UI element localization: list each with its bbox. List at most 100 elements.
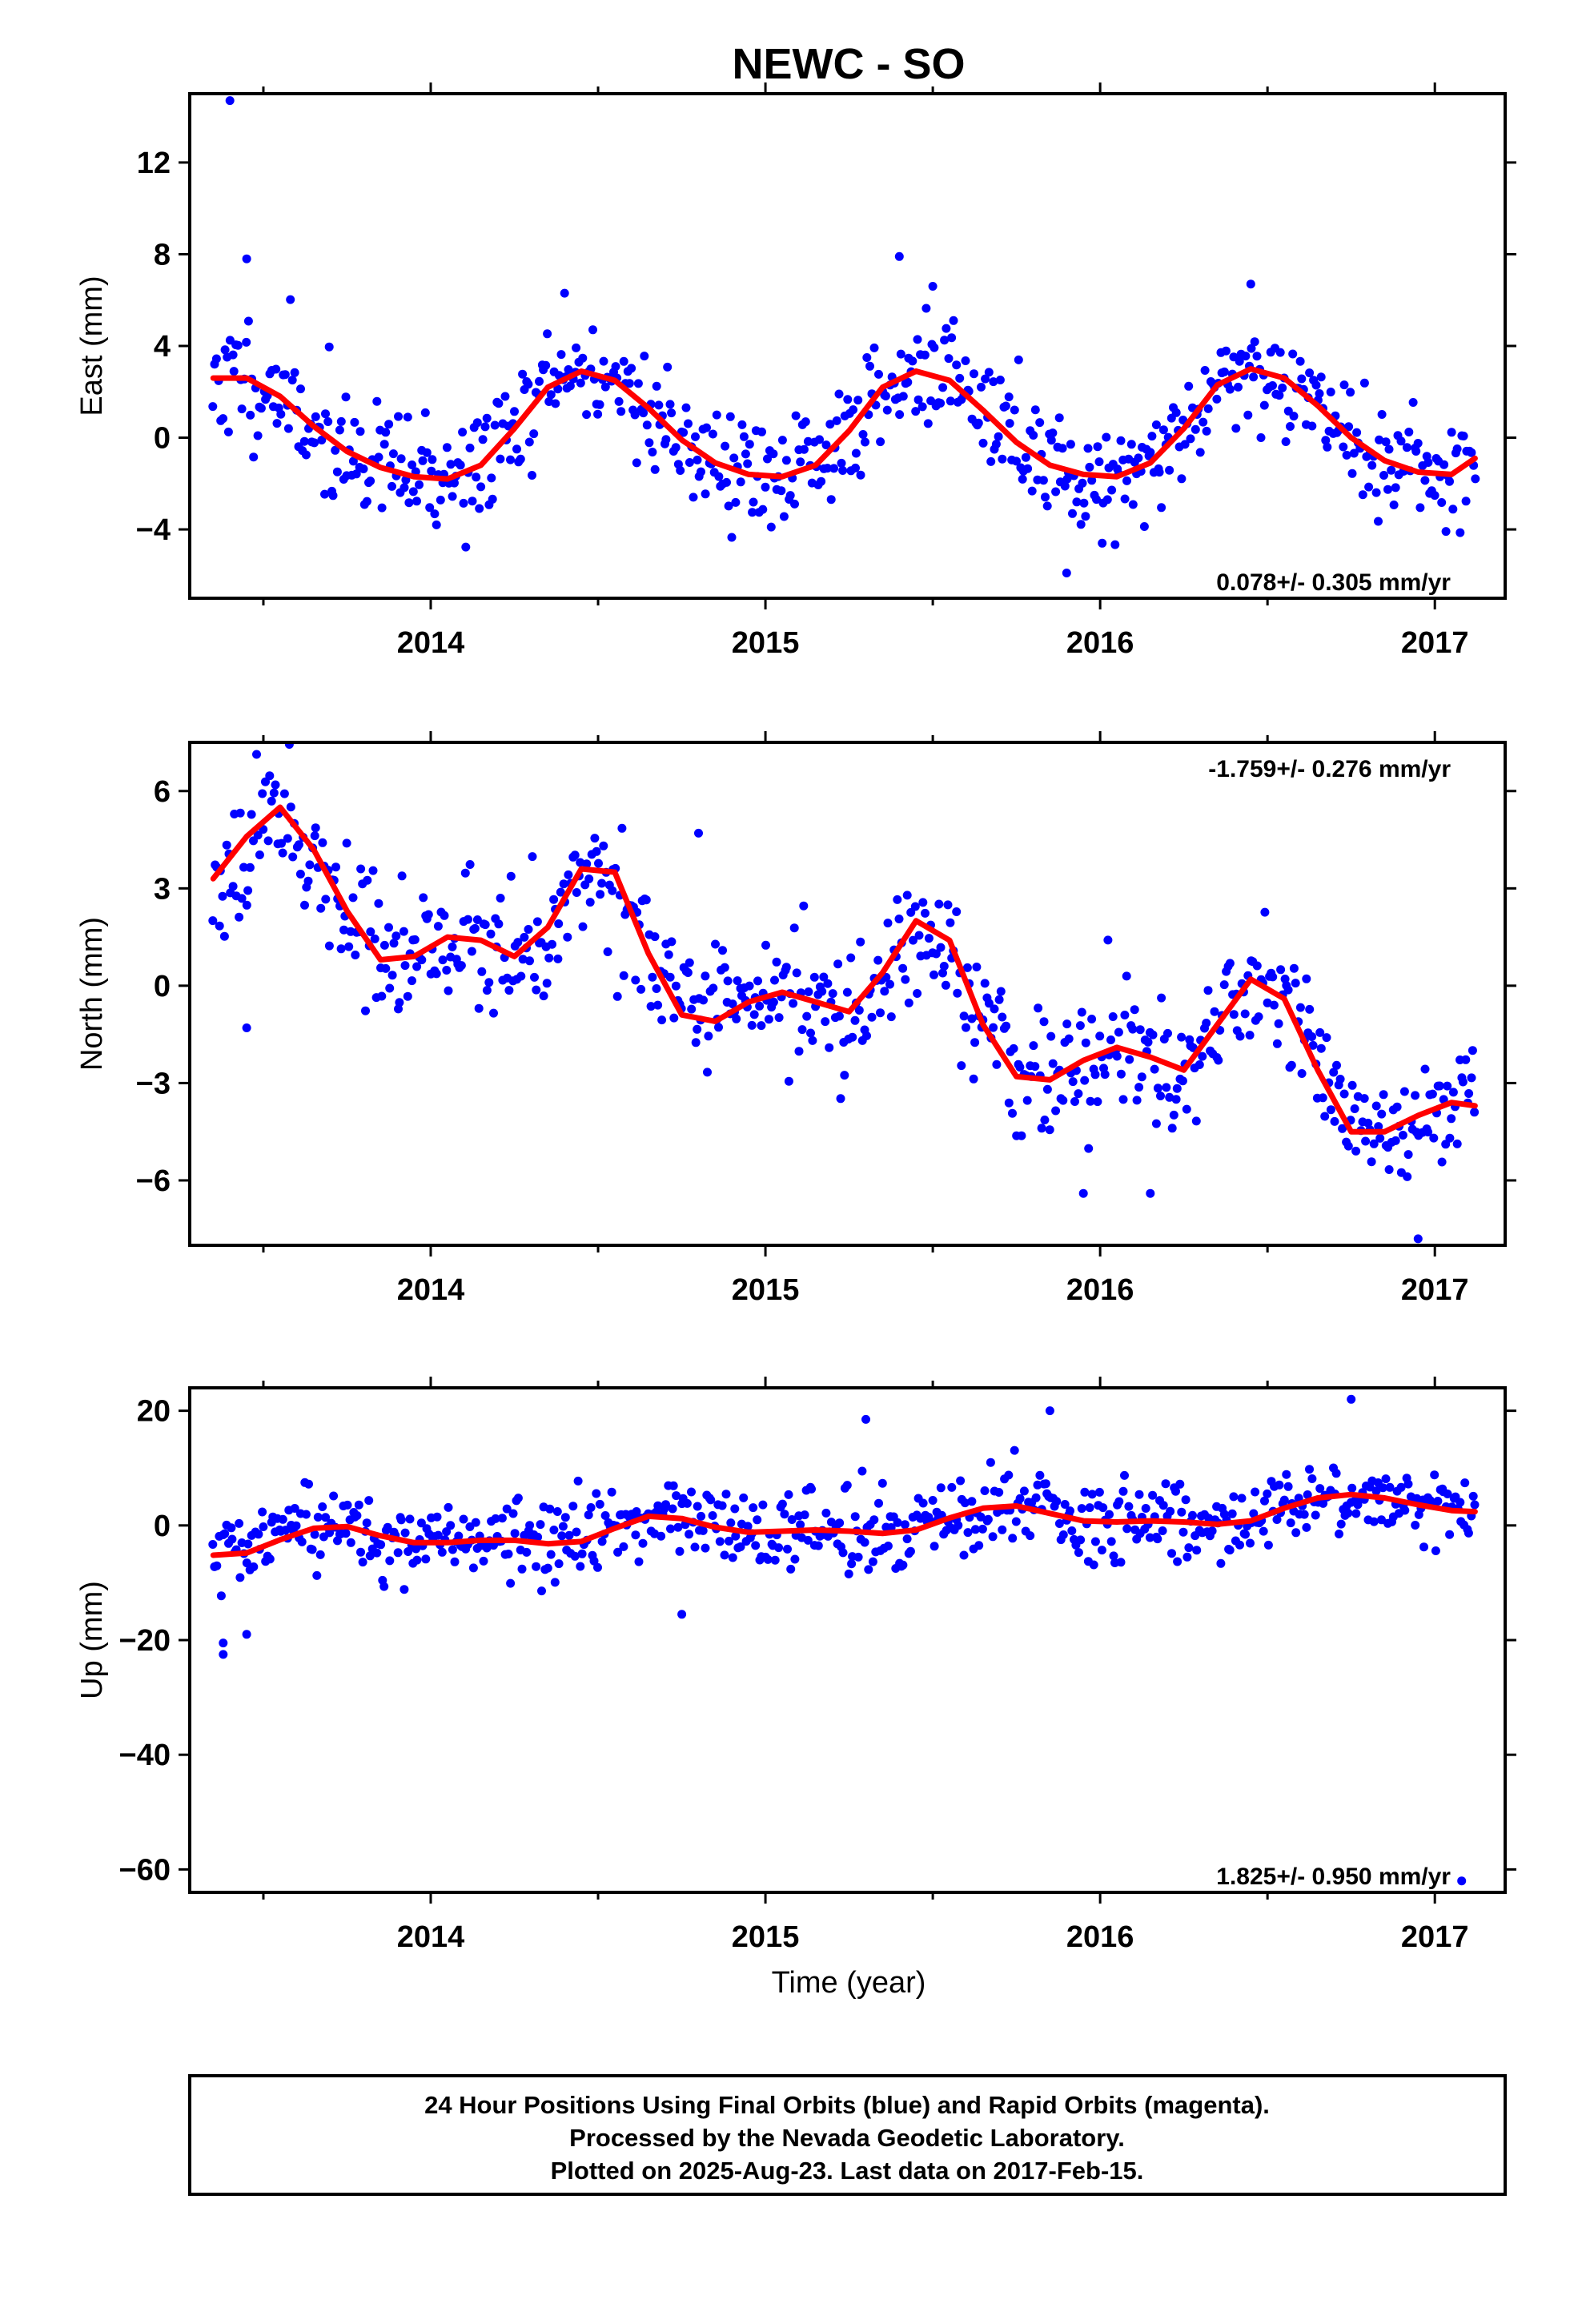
north-data-point [1202, 1019, 1211, 1027]
up-data-point [396, 1515, 406, 1525]
up-data-point [1336, 1519, 1346, 1529]
up-data-point [448, 1545, 457, 1554]
north-data-point [1235, 1031, 1245, 1041]
east-data-point [425, 503, 435, 513]
north-data-point [549, 895, 559, 904]
east-data-point [565, 381, 575, 391]
up-data-point [212, 1561, 222, 1570]
up-data-point [697, 1511, 706, 1521]
east-y-tick-label: −4 [136, 513, 171, 547]
up-data-point [842, 1481, 852, 1490]
north-data-point [1219, 980, 1229, 990]
north-data-point [1081, 1038, 1090, 1047]
east-data-point [998, 454, 1007, 464]
north-data-point [1165, 1092, 1174, 1102]
east-data-point [225, 96, 235, 106]
north-data-point [1347, 1080, 1357, 1090]
up-data-point [412, 1544, 421, 1554]
north-data-point [1411, 1091, 1420, 1100]
east-data-point [487, 473, 496, 483]
north-data-point [1029, 1041, 1038, 1051]
east-data-point [1447, 428, 1456, 437]
east-data-point [921, 304, 931, 313]
north-data-point [242, 900, 251, 910]
up-data-point [960, 1498, 970, 1508]
up-data-point [242, 1630, 251, 1639]
east-data-point [366, 476, 375, 486]
north-data-point [1075, 1021, 1085, 1031]
east-data-point [271, 364, 281, 374]
east-data-point [1439, 460, 1449, 469]
up-data-point [557, 1531, 567, 1541]
up-data-point [310, 1530, 319, 1539]
up-data-point [1237, 1494, 1247, 1503]
north-data-point [1135, 1025, 1145, 1035]
north-y-tick-label: 3 [154, 872, 171, 906]
north-data-point [410, 935, 420, 944]
east-data-point [1066, 440, 1075, 449]
up-data-point [717, 1501, 727, 1510]
north-data-point [665, 972, 675, 982]
north-data-point [1467, 1073, 1476, 1083]
up-data-point [786, 1564, 796, 1574]
north-data-point [636, 984, 646, 994]
north-data-point [596, 890, 605, 899]
east-data-point [1010, 405, 1019, 415]
east-data-point [1375, 435, 1384, 444]
up-data-point [364, 1496, 374, 1506]
up-data-point [385, 1556, 395, 1566]
north-data-point [1458, 1077, 1468, 1087]
east-data-point [708, 429, 717, 439]
east-data-point [908, 356, 917, 366]
up-data-point [1371, 1486, 1381, 1496]
east-data-point [1307, 421, 1317, 431]
up-data-point [1089, 1560, 1098, 1570]
north-data-point [1210, 1007, 1219, 1016]
north-data-point [1443, 1081, 1452, 1091]
east-data-point [286, 295, 295, 304]
up-x-tick-label: 2014 [397, 1920, 465, 1954]
up-data-point [803, 1535, 813, 1545]
east-data-point [1387, 465, 1396, 475]
up-data-point [983, 1514, 993, 1524]
up-data-point [1445, 1530, 1455, 1539]
north-data-point [873, 955, 883, 965]
north-data-point [930, 970, 938, 979]
east-data-point [350, 417, 359, 427]
north-data-point [1114, 1027, 1123, 1037]
up-data-point [235, 1573, 245, 1582]
north-data-point [885, 979, 894, 989]
north-data-point [789, 923, 799, 933]
up-data-point [1460, 1478, 1470, 1488]
up-data-point [1054, 1519, 1064, 1528]
north-data-point [952, 907, 962, 916]
north-data-point [1461, 1055, 1471, 1064]
north-data-point [1338, 1124, 1347, 1133]
east-data-point [1231, 424, 1241, 433]
east-data-point [949, 316, 958, 325]
north-data-point [703, 1068, 712, 1077]
up-data-point [607, 1487, 616, 1497]
north-data-point [823, 979, 833, 988]
up-data-point [1192, 1546, 1202, 1555]
up-data-point [1067, 1526, 1077, 1535]
north-data-point [941, 980, 950, 990]
north-data-point [980, 979, 990, 988]
north-data-point [804, 987, 813, 996]
north-data-point [482, 986, 492, 995]
east-data-point [681, 403, 691, 412]
east-data-point [777, 486, 786, 496]
east-data-point [898, 392, 908, 401]
north-data-point [846, 953, 856, 963]
east-data-point [450, 478, 459, 488]
east-x-tick-label: 2016 [1066, 626, 1134, 660]
north-y-tick-label: −3 [136, 1067, 171, 1100]
north-data-point [1439, 1095, 1448, 1104]
north-data-point [969, 1074, 978, 1084]
east-data-point [984, 368, 994, 377]
north-data-point [1108, 1012, 1118, 1021]
up-data-point [784, 1490, 793, 1499]
north-data-point [1162, 1083, 1171, 1092]
up-data-point [1279, 1495, 1289, 1505]
up-data-point [736, 1542, 745, 1551]
